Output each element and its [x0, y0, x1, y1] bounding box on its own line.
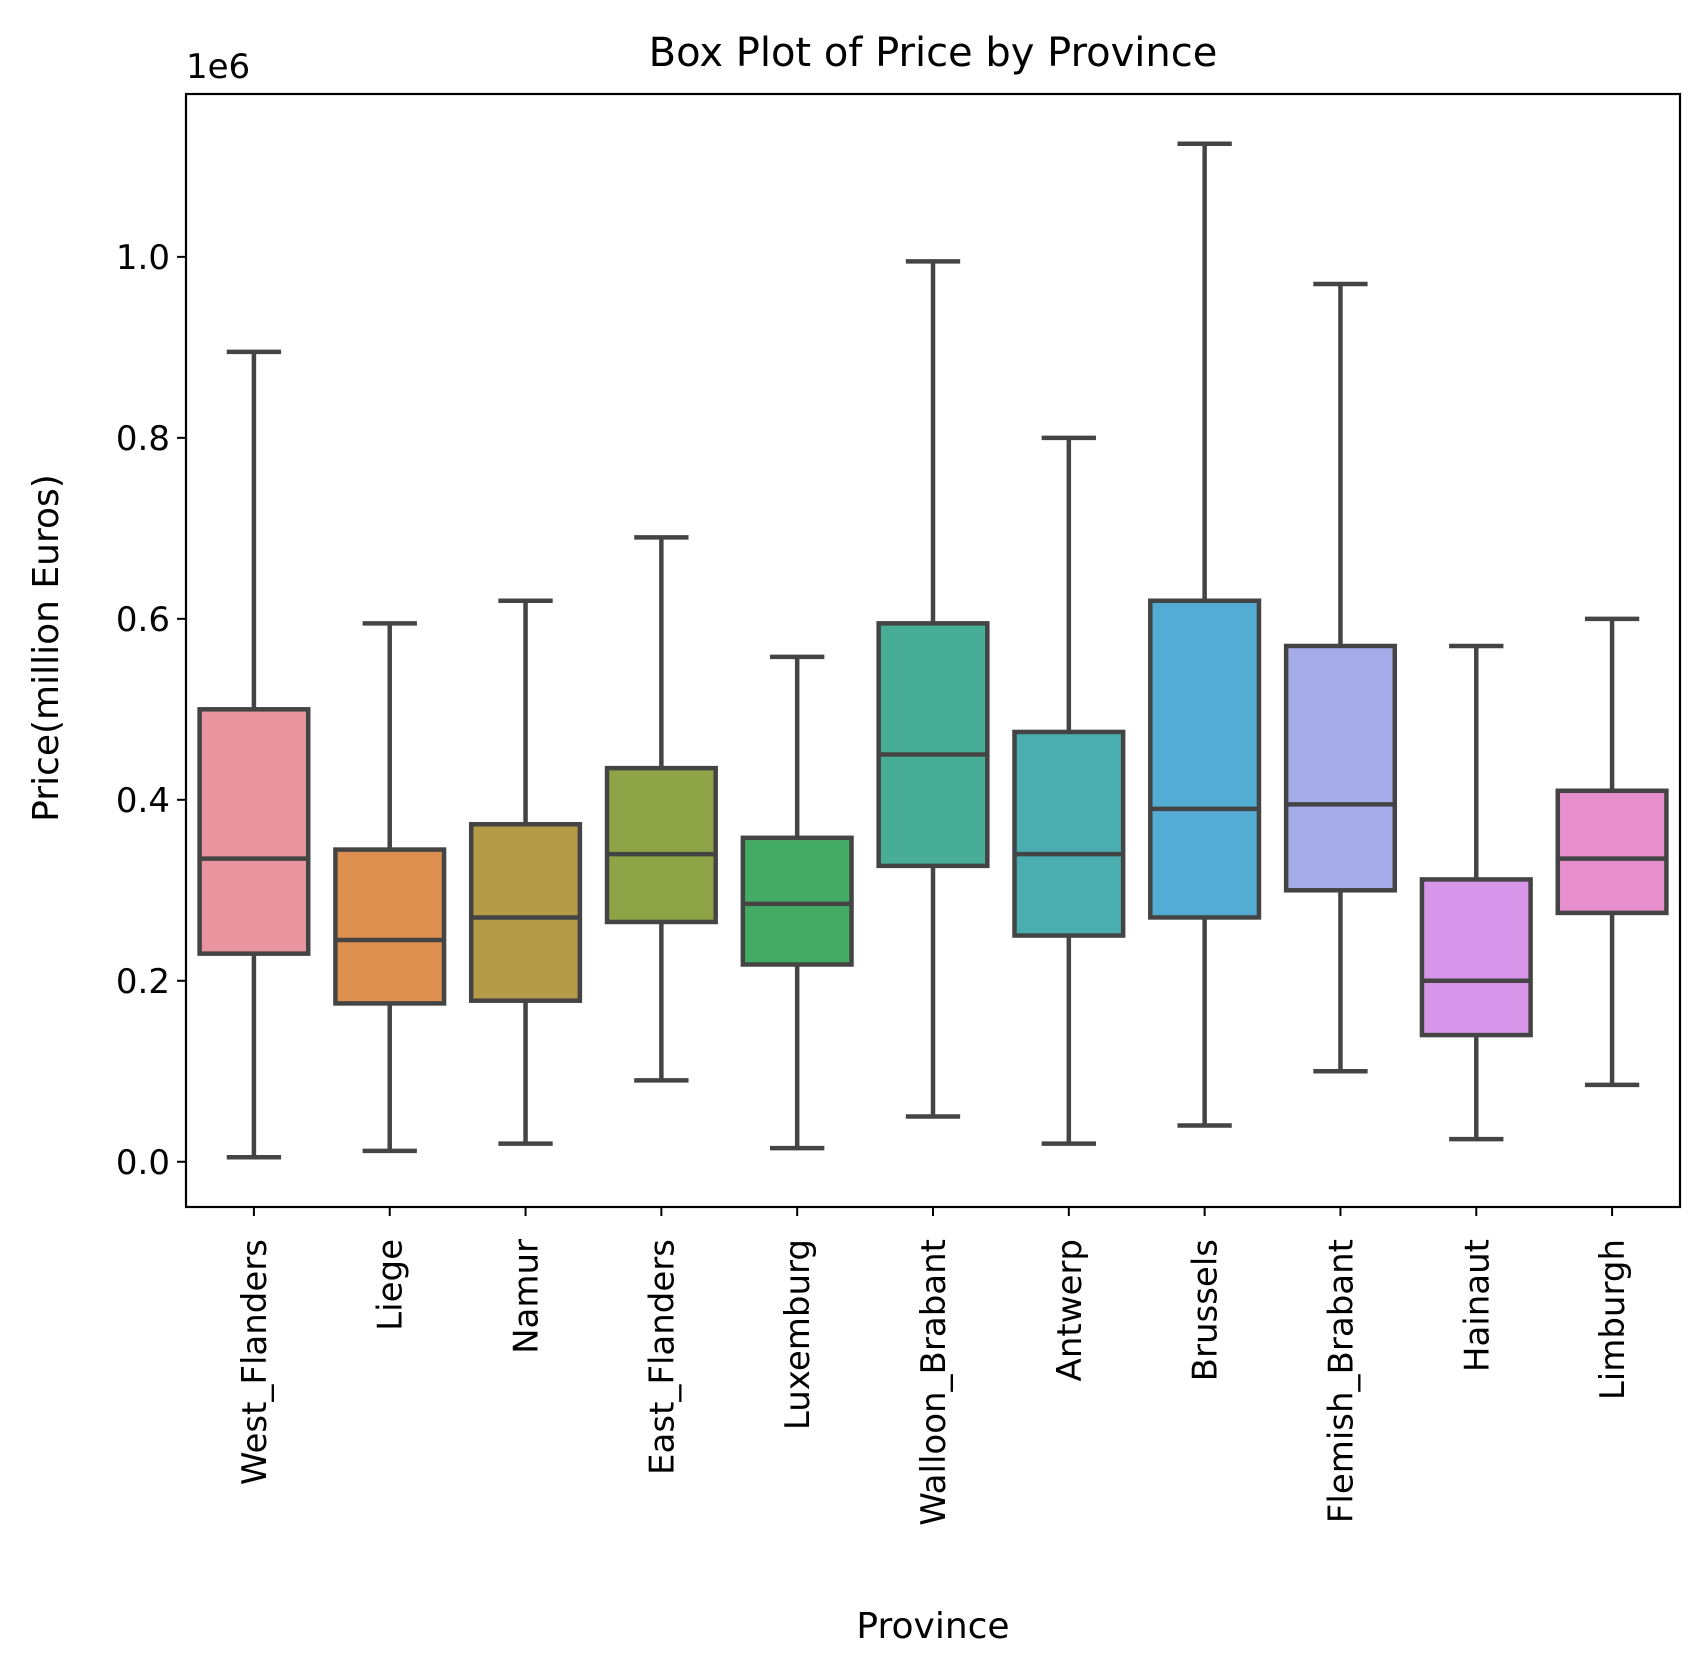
box-hainaut — [1419, 877, 1533, 1038]
x-tick-label: Brussels — [1186, 1239, 1226, 1381]
box-antwerp — [1012, 729, 1126, 938]
y-tick-label: 0.0 — [116, 1143, 170, 1183]
box-flemish-brabant — [1283, 643, 1398, 893]
y-tick-label: 0.8 — [116, 419, 170, 459]
x-tick-label: Flemish_Brabant — [1321, 1239, 1361, 1523]
y-tick-label: 0.4 — [116, 781, 170, 821]
plot-frame — [184, 92, 1682, 1209]
x-tick-label: Hainaut — [1457, 1239, 1497, 1372]
box-brussels — [1148, 598, 1262, 920]
x-tick-label: Limburgh — [1593, 1239, 1633, 1400]
x-tick-label: Antwerp — [1050, 1239, 1090, 1381]
x-tick-label: Liege — [371, 1239, 411, 1331]
box-west-flanders — [197, 707, 311, 956]
x-tick-label: Luxemburg — [778, 1239, 818, 1430]
y-tick-label: 0.2 — [116, 962, 170, 1002]
box-liege — [333, 847, 447, 1006]
x-tick-label: East_Flanders — [642, 1239, 682, 1475]
x-tick-label: Walloon_Brabant — [914, 1239, 954, 1526]
chart-title: Box Plot of Price by Province — [649, 30, 1218, 76]
box-luxemburg — [740, 835, 854, 967]
y-tick-label: 1.0 — [116, 238, 170, 278]
y-tick-label: 0.6 — [116, 600, 170, 640]
x-tick-label: Namur — [507, 1239, 547, 1354]
y-axis-offset-label: 1e6 — [186, 47, 250, 87]
box-namur — [468, 821, 583, 1003]
box-walloon-brabant — [876, 621, 990, 869]
y-axis-label: Price(million Euros) — [26, 474, 67, 822]
x-tick-label: West_Flanders — [235, 1239, 275, 1485]
box-limburgh — [1555, 788, 1669, 916]
box-east-flanders — [604, 765, 718, 925]
x-axis-label: Province — [856, 1606, 1009, 1647]
plot-area: 0.0 0.2 0.4 0.6 0.8 1.0 West_Flanders Liege Namu… — [116, 141, 1669, 1526]
